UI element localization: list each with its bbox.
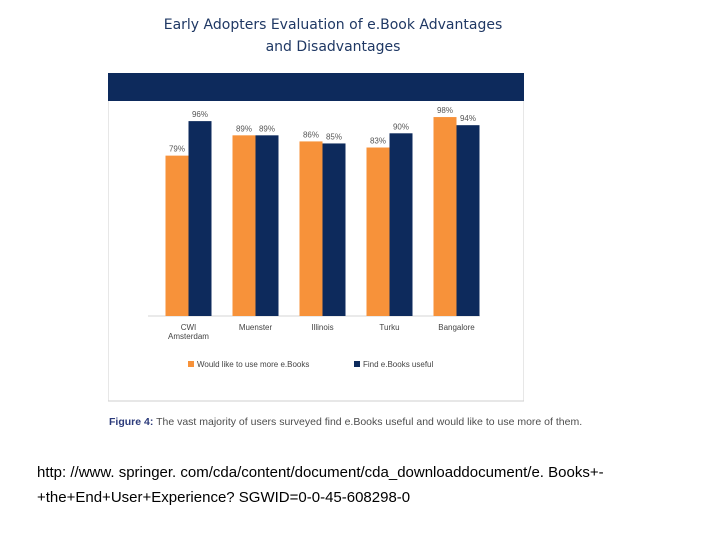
x-tick-label-0-0: CWI xyxy=(181,323,197,332)
source-url-line-2: +the+End+User+Experience? SGWID=0-0-45-6… xyxy=(37,489,411,506)
legend-swatch-1 xyxy=(354,361,360,367)
bar-would-like-4 xyxy=(433,117,457,316)
slide-title-line-1: Early Adopters Evaluation of e.Book Adva… xyxy=(163,17,503,33)
data-label-0-1: 89% xyxy=(236,124,252,133)
data-label-1-0: 96% xyxy=(192,110,208,119)
bar-find-useful-1 xyxy=(255,135,279,316)
data-label-1-2: 85% xyxy=(326,132,342,141)
data-label-0-4: 98% xyxy=(437,106,453,115)
figure-caption-label: Figure 4: xyxy=(109,416,154,428)
legend-label-0: Would like to use more e.Books xyxy=(197,360,309,369)
source-url-line-1: http: //www. springer. com/cda/content/d… xyxy=(37,464,604,481)
legend-label-1: Find e.Books useful xyxy=(363,360,433,369)
data-label-0-2: 86% xyxy=(303,130,319,139)
bar-would-like-1 xyxy=(232,135,256,316)
bar-would-like-3 xyxy=(366,147,390,316)
data-label-1-1: 89% xyxy=(259,124,275,133)
figure-caption: Figure 4: The vast majority of users sur… xyxy=(109,416,669,428)
data-label-0-0: 79% xyxy=(169,145,185,154)
data-label-1-4: 94% xyxy=(460,114,476,123)
x-tick-label-2-0: Illinois xyxy=(311,323,333,332)
bar-would-like-2 xyxy=(299,141,323,316)
legend-swatch-0 xyxy=(188,361,194,367)
x-tick-label-4-0: Bangalore xyxy=(438,323,475,332)
x-tick-label-3-0: Turku xyxy=(379,323,399,332)
chart-header-band xyxy=(108,73,524,101)
bar-find-useful-0 xyxy=(188,121,212,316)
bar-find-useful-4 xyxy=(456,125,480,317)
slide-title: Early Adopters Evaluation of e.Book Adva… xyxy=(110,14,556,58)
data-label-0-3: 83% xyxy=(370,137,386,146)
x-tick-label-1-0: Muenster xyxy=(239,323,273,332)
figure-caption-text: The vast majority of users surveyed find… xyxy=(153,416,583,428)
slide-title-line-2: and Disadvantages xyxy=(265,39,401,55)
chart-figure: 79% 96% CWI Amsterdam 89% 89% Muenster 86% 85% Il… xyxy=(107,72,525,403)
bar-find-useful-3 xyxy=(389,133,413,316)
source-url[interactable]: http: //www. springer. com/cda/content/d… xyxy=(37,460,687,510)
bar-find-useful-2 xyxy=(322,143,346,316)
data-label-1-3: 90% xyxy=(393,122,409,131)
x-tick-label-0-1: Amsterdam xyxy=(168,332,209,341)
bar-would-like-0 xyxy=(165,155,189,316)
